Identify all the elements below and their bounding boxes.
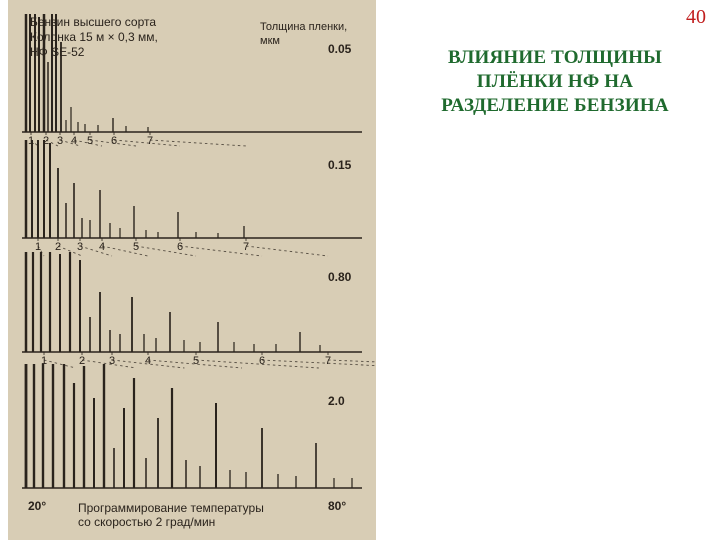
svg-text:3: 3 (57, 135, 63, 147)
svg-text:6: 6 (111, 135, 117, 147)
svg-text:3: 3 (109, 355, 115, 367)
svg-text:6: 6 (177, 241, 183, 253)
svg-text:0.05: 0.05 (328, 42, 352, 56)
title-line-1: ВЛИЯНИЕ ТОЛЩИНЫ (448, 47, 662, 68)
title-line-2: ПЛЁНКИ НФ НА (477, 71, 633, 92)
svg-text:7: 7 (325, 355, 331, 367)
svg-text:20°: 20° (28, 499, 46, 513)
svg-text:5: 5 (133, 241, 139, 253)
title-line-3: РАЗДЕЛЕНИЕ БЕНЗИНА (441, 95, 669, 116)
page-number: 40 (686, 6, 706, 29)
svg-text:Бензин высшего сорта: Бензин высшего сорта (30, 15, 156, 29)
svg-text:4: 4 (99, 241, 105, 253)
svg-text:2: 2 (79, 355, 85, 367)
chromatogram-svg: Бензин высшего сортаКолонка 15 м × 0,3 м… (8, 0, 376, 540)
svg-text:со скоростью 2 град/мин: со скоростью 2 град/мин (78, 515, 215, 529)
page-number-text: 40 (686, 6, 706, 28)
svg-text:5: 5 (193, 355, 199, 367)
slide-title: ВЛИЯНИЕ ТОЛЩИНЫ ПЛЁНКИ НФ НА РАЗДЕЛЕНИЕ … (400, 46, 710, 117)
svg-text:мкм: мкм (260, 35, 280, 47)
svg-text:2.0: 2.0 (328, 394, 345, 408)
svg-text:2: 2 (55, 241, 61, 253)
svg-text:5: 5 (87, 135, 93, 147)
svg-text:0.15: 0.15 (328, 158, 352, 172)
svg-text:7: 7 (243, 241, 249, 253)
svg-text:7: 7 (147, 135, 153, 147)
slide: 40 ВЛИЯНИЕ ТОЛЩИНЫ ПЛЁНКИ НФ НА РАЗДЕЛЕН… (0, 0, 720, 540)
svg-text:80°: 80° (328, 499, 346, 513)
svg-text:4: 4 (71, 135, 77, 147)
chromatogram-figure: Бензин высшего сортаКолонка 15 м × 0,3 м… (8, 0, 376, 540)
svg-text:4: 4 (145, 355, 151, 367)
svg-text:Колонка 15 м × 0,3 мм,: Колонка 15 м × 0,3 мм, (30, 30, 158, 44)
svg-text:0.80: 0.80 (328, 270, 352, 284)
svg-text:Программирование температуры: Программирование температуры (78, 501, 264, 515)
svg-text:Толщина пленки,: Толщина пленки, (260, 21, 347, 33)
svg-text:6: 6 (259, 355, 265, 367)
svg-text:3: 3 (77, 241, 83, 253)
svg-text:1: 1 (35, 241, 41, 253)
